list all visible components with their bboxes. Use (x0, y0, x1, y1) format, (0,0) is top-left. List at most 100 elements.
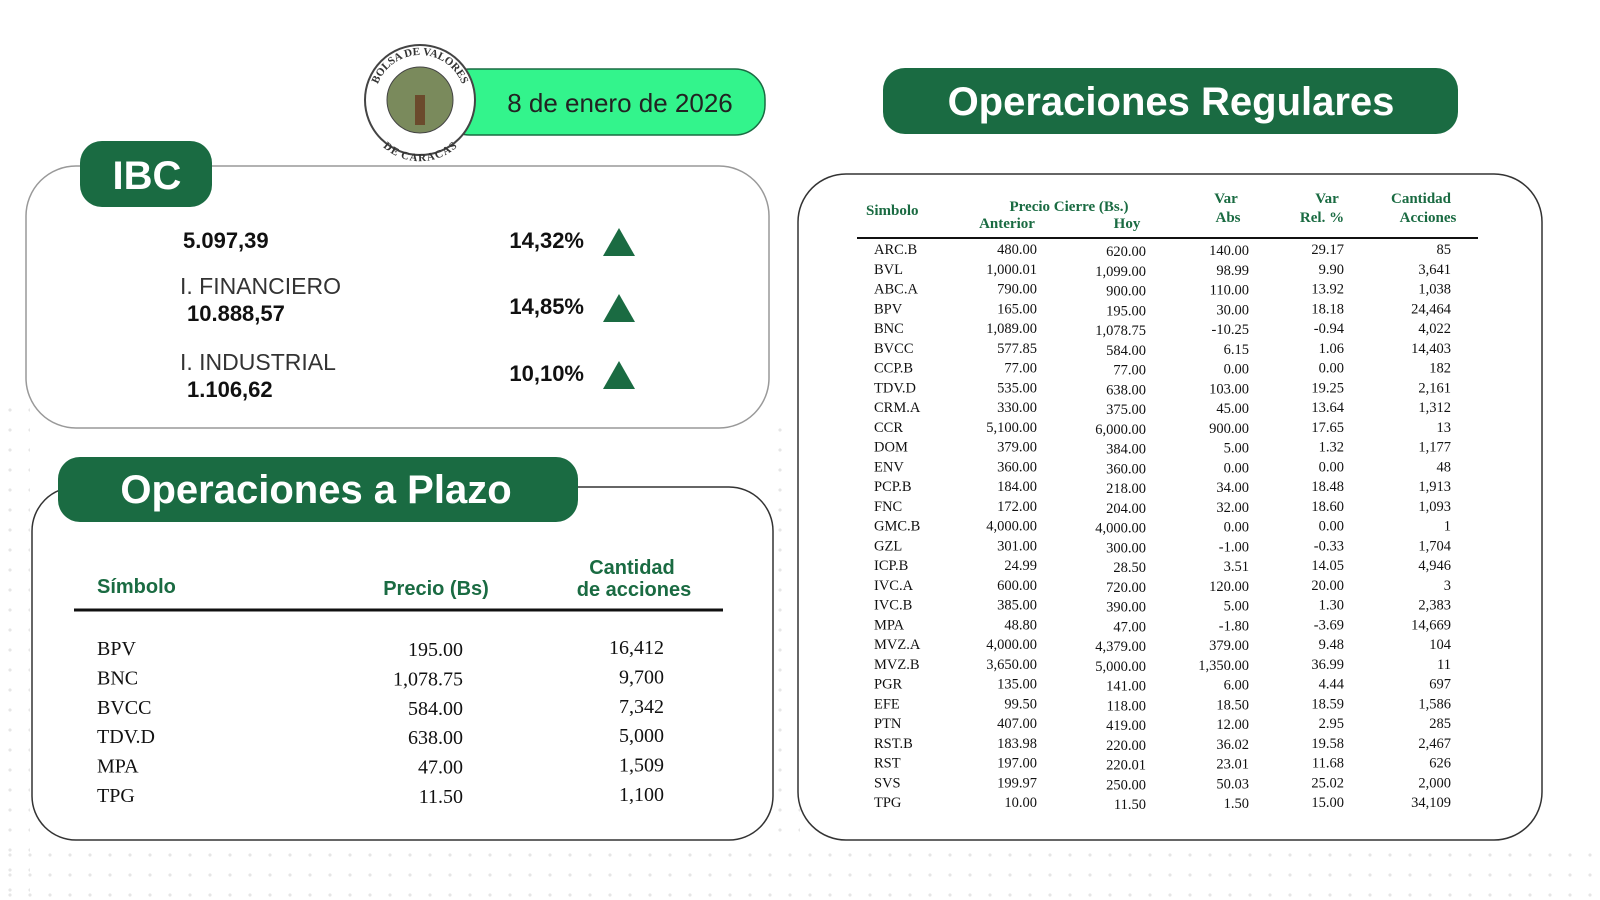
index-value: 1.106,62 (187, 377, 273, 402)
regulares-cell: 1,704 (1418, 538, 1451, 554)
regulares-cell: 98.99 (1216, 263, 1249, 279)
plazo-pill (58, 457, 578, 522)
regulares-cell: PGR (874, 677, 903, 693)
regulares-cell: 1,350.00 (1198, 658, 1249, 674)
ibc-panel (25, 165, 770, 429)
regulares-cell: IVC.A (874, 578, 914, 594)
regulares-cell: ARC.B (874, 242, 917, 258)
regulares-cell: 900.00 (1209, 421, 1249, 437)
regulares-cell: -0.33 (1314, 538, 1344, 554)
regulares-cell: 25.02 (1311, 775, 1344, 791)
regulares-cell: 19.58 (1311, 736, 1344, 752)
regulares-header: Acciones (1400, 210, 1457, 226)
plazo-cell: BNC (97, 667, 138, 689)
regulares-cell: 330.00 (997, 400, 1037, 416)
plazo-cell: 7,342 (619, 696, 664, 718)
regulares-cell: 29.17 (1311, 242, 1344, 258)
regulares-cell: 1,093 (1418, 499, 1451, 515)
regulares-cell: -1.00 (1219, 539, 1249, 555)
regulares-cell: 19.25 (1311, 380, 1344, 396)
regulares-cell: IVC.B (874, 598, 912, 614)
regulares-cell: -3.69 (1314, 617, 1344, 633)
plazo-header: de acciones (577, 579, 692, 601)
regulares-cell: 300.00 (1106, 540, 1146, 556)
regulares-cell: 301.00 (997, 538, 1037, 554)
regulares-cell: 0.00 (1224, 520, 1249, 536)
regulares-cell: 1,177 (1418, 440, 1451, 456)
regulares-cell: 480.00 (997, 242, 1037, 258)
plazo-cell: 47.00 (418, 757, 463, 779)
regulares-cell: 120.00 (1209, 579, 1249, 595)
regulares-cell: 5.00 (1224, 441, 1249, 457)
regulares-cell: -0.94 (1314, 321, 1345, 337)
regulares-cell: 218.00 (1106, 481, 1146, 497)
regulares-cell: 77.00 (1113, 363, 1146, 379)
regulares-cell: MVZ.A (874, 637, 921, 653)
regulares-cell: MPA (874, 617, 905, 633)
regulares-cell: 24,464 (1411, 301, 1452, 317)
regulares-header: Abs (1215, 210, 1240, 226)
regulares-cell: -10.25 (1212, 322, 1249, 338)
regulares-cell: 118.00 (1107, 698, 1146, 714)
regulares-header: Cantidad (1391, 191, 1452, 207)
regulares-cell: PTN (874, 716, 902, 732)
regulares-cell: RST (874, 756, 901, 772)
regulares-cell: 17.65 (1311, 420, 1344, 436)
regulares-cell: CCR (874, 420, 903, 436)
regulares-cell: 20.00 (1311, 578, 1344, 594)
plazo-cell: BVCC (97, 697, 151, 719)
regulares-cell: CRM.A (874, 400, 921, 416)
regulares-cell: 140.00 (1209, 243, 1249, 259)
regulares-cell: 0.00 (1319, 519, 1344, 535)
regulares-cell: 4.44 (1319, 677, 1345, 693)
regulares-cell: 204.00 (1106, 501, 1146, 517)
regulares-panel (797, 173, 1543, 841)
regulares-cell: 6,000.00 (1095, 422, 1146, 438)
regulares-cell: 4,379.00 (1095, 639, 1146, 655)
regulares-cell: 419.00 (1106, 718, 1146, 734)
regulares-cell: 103.00 (1209, 381, 1249, 397)
regulares-cell: 626 (1429, 756, 1451, 772)
regulares-cell: 12.00 (1216, 717, 1249, 733)
regulares-cell: 13.92 (1311, 282, 1344, 298)
plazo-cell: 1,100 (619, 784, 664, 806)
regulares-cell: 23.01 (1216, 757, 1249, 773)
regulares-cell: 184.00 (997, 479, 1037, 495)
plazo-title: Operaciones a Plazo (120, 468, 511, 512)
regulares-cell: 620.00 (1106, 244, 1146, 260)
regulares-cell: 2,383 (1418, 598, 1451, 614)
regulares-cell: 250.00 (1106, 777, 1146, 793)
regulares-cell: 1.30 (1319, 598, 1344, 614)
regulares-cell: 0.00 (1224, 362, 1249, 378)
regulares-cell: 135.00 (997, 677, 1037, 693)
regulares-cell: 13.64 (1311, 400, 1344, 416)
dot-pattern (770, 420, 800, 840)
regulares-cell: 2,161 (1418, 380, 1451, 396)
regulares-cell: 32.00 (1216, 500, 1249, 516)
regulares-cell: 407.00 (997, 716, 1037, 732)
regulares-cell: 47.00 (1113, 619, 1146, 635)
regulares-cell: 1,312 (1418, 400, 1451, 416)
regulares-cell: 1,099.00 (1095, 264, 1146, 280)
regulares-cell: 638.00 (1106, 382, 1146, 398)
regulares-cell: 172.00 (997, 499, 1037, 515)
regulares-cell: 4,000.00 (986, 637, 1037, 653)
plazo-header: Precio (Bs) (383, 578, 489, 600)
regulares-cell: 5.00 (1224, 599, 1249, 615)
regulares-cell: 182 (1429, 361, 1451, 377)
regulares-cell: 4,000.00 (1095, 521, 1146, 537)
regulares-cell: 379.00 (997, 440, 1037, 456)
regulares-cell: GMC.B (874, 519, 920, 535)
regulares-header: Simbolo (866, 203, 919, 219)
plazo-cell: BPV (97, 638, 136, 660)
regulares-cell: 1,913 (1418, 479, 1451, 495)
regulares-cell: 535.00 (997, 380, 1037, 396)
regulares-cell: 4,946 (1418, 558, 1451, 574)
plazo-cell: 11.50 (419, 786, 463, 808)
regulares-cell: 697 (1429, 677, 1451, 693)
regulares-cell: 3.51 (1224, 559, 1249, 575)
regulares-cell: 360.00 (1106, 461, 1146, 477)
regulares-cell: 390.00 (1106, 600, 1146, 616)
